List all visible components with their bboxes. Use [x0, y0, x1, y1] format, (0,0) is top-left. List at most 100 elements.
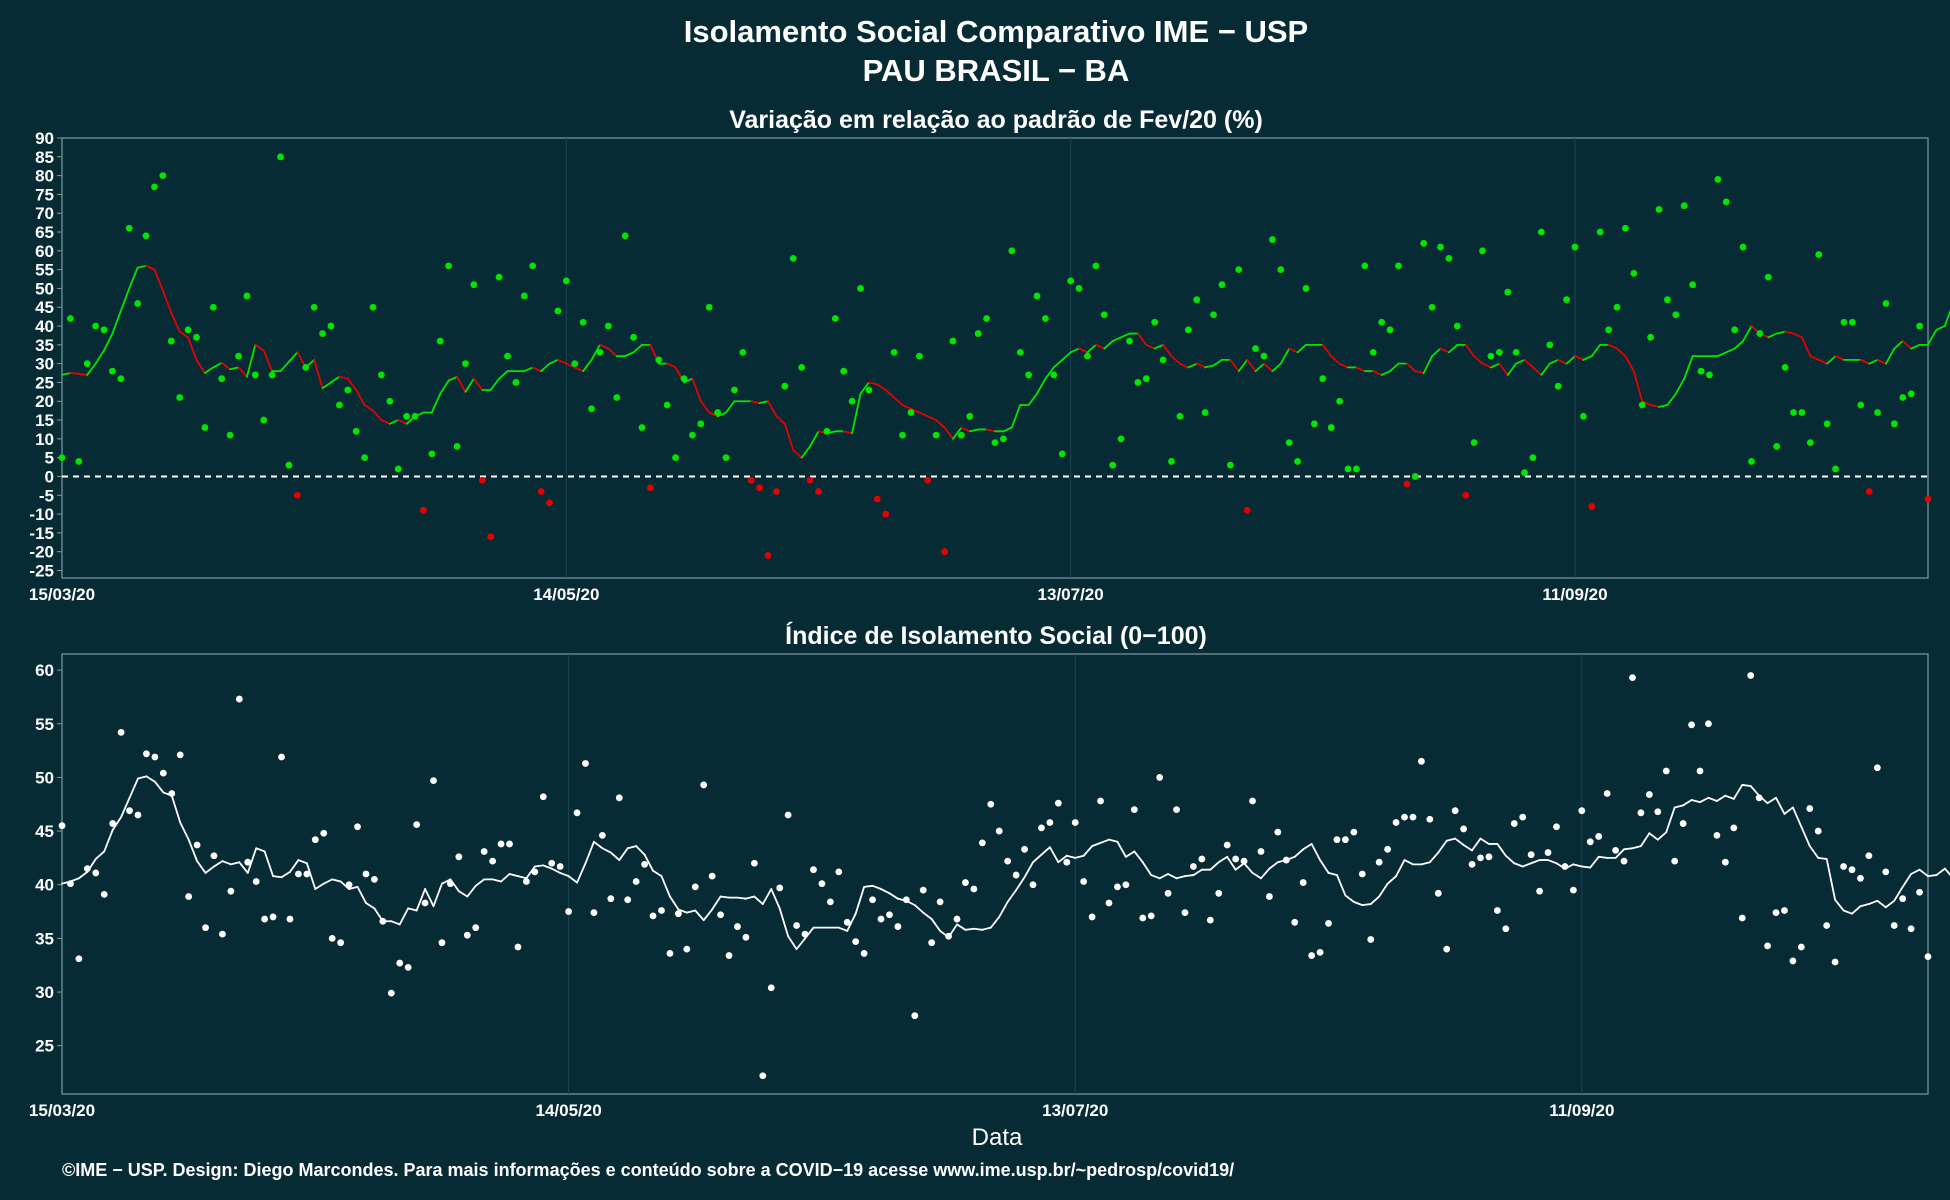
data-point — [742, 933, 750, 941]
data-point — [911, 1012, 919, 1020]
data-point — [1764, 273, 1772, 281]
data-point — [773, 488, 780, 495]
moving-average-segment — [1574, 355, 1585, 361]
moving-average-segment — [1170, 355, 1181, 365]
data-point — [1126, 337, 1133, 345]
data-point — [658, 907, 665, 914]
data-point — [1554, 382, 1562, 390]
data-point — [573, 809, 581, 817]
moving-average-segment — [313, 358, 324, 389]
moving-average-segment — [1658, 404, 1669, 408]
data-point — [1840, 863, 1847, 870]
y-tick-label: 85 — [35, 148, 54, 167]
data-point — [1021, 845, 1028, 853]
moving-average-segment — [1834, 898, 1845, 912]
moving-average-segment — [1336, 874, 1347, 897]
y-tick-label: 25 — [35, 373, 54, 392]
data-point — [413, 821, 421, 829]
moving-average-segment — [439, 379, 450, 395]
moving-average-segment — [178, 330, 189, 339]
moving-average-segment — [1649, 404, 1660, 408]
data-point — [815, 488, 822, 495]
moving-average-segment — [609, 851, 621, 861]
data-point — [1168, 458, 1175, 465]
data-point — [226, 431, 234, 439]
data-point — [1291, 918, 1299, 926]
x-tick-label: 14/05/20 — [533, 585, 599, 604]
plot-frame — [61, 653, 1929, 1095]
data-point — [1117, 435, 1125, 443]
moving-average-segment — [775, 415, 786, 425]
data-point — [1367, 936, 1375, 943]
data-point — [522, 878, 530, 885]
data-point — [252, 878, 260, 885]
data-point — [731, 386, 738, 394]
moving-average-segment — [624, 351, 635, 358]
data-point — [430, 777, 437, 785]
moving-average-segment — [305, 862, 317, 890]
moving-average-segment — [1361, 903, 1372, 907]
data-point — [705, 303, 713, 311]
data-point — [1392, 819, 1400, 826]
data-point — [1282, 856, 1290, 864]
moving-average-segment — [1352, 901, 1364, 907]
moving-average-segment — [280, 870, 291, 879]
moving-average-segment — [1268, 861, 1279, 870]
main-subtitle: PAU BRASIL − BA — [863, 53, 1130, 88]
data-point — [621, 232, 629, 240]
data-point — [1882, 300, 1890, 307]
y-tick-label: -20 — [29, 543, 54, 562]
moving-average-segment — [787, 935, 798, 951]
moving-average-segment — [1809, 355, 1820, 361]
y-tick-label: 30 — [35, 355, 54, 374]
moving-average-segment — [1943, 309, 1950, 327]
data-point — [1420, 239, 1428, 247]
moving-average-segment — [859, 381, 870, 395]
data-point — [1462, 491, 1470, 499]
data-point — [1050, 371, 1058, 379]
moving-average-segment — [702, 908, 714, 922]
moving-average-segment — [943, 426, 954, 440]
moving-average-segment — [593, 840, 604, 850]
footer-credit: ©IME − USP. Design: Diego Marcondes. Par… — [62, 1160, 1234, 1180]
data-point — [268, 371, 276, 379]
moving-average-segment — [809, 430, 820, 448]
moving-average-segment — [1842, 909, 1853, 915]
data-point — [607, 895, 615, 903]
moving-average-segment — [145, 775, 156, 783]
data-point — [1622, 224, 1629, 232]
moving-average-segment — [1145, 343, 1156, 350]
data-point — [697, 420, 705, 428]
y-tick-label: 55 — [35, 261, 54, 280]
data-point — [953, 915, 961, 923]
data-point — [1831, 958, 1839, 966]
moving-average-segment — [1310, 843, 1321, 861]
moving-average-segment — [1868, 358, 1879, 365]
moving-average-segment — [1935, 867, 1946, 876]
moving-average-segment — [1597, 855, 1609, 859]
data-point — [1713, 831, 1721, 839]
data-point — [260, 416, 268, 424]
data-point — [327, 322, 335, 330]
data-point — [1612, 846, 1619, 854]
moving-average-segment — [1683, 355, 1694, 380]
data-point — [151, 183, 158, 191]
data-point — [1721, 858, 1729, 866]
data-point — [1907, 925, 1915, 933]
y-tick-label: 20 — [35, 392, 54, 411]
data-point — [1823, 420, 1831, 428]
data-point — [1016, 348, 1024, 356]
data-point — [604, 322, 612, 330]
y-tick-label: 0 — [45, 467, 54, 486]
data-point — [722, 454, 730, 462]
data-point — [67, 880, 74, 888]
data-point — [1235, 266, 1243, 274]
moving-average-segment — [1386, 875, 1397, 885]
moving-average-segment — [1355, 366, 1366, 373]
y-tick-label: 30 — [35, 983, 54, 1002]
data-point — [1680, 202, 1688, 210]
data-point — [446, 880, 454, 888]
moving-average-segment — [1521, 862, 1533, 868]
data-point — [1588, 503, 1596, 510]
